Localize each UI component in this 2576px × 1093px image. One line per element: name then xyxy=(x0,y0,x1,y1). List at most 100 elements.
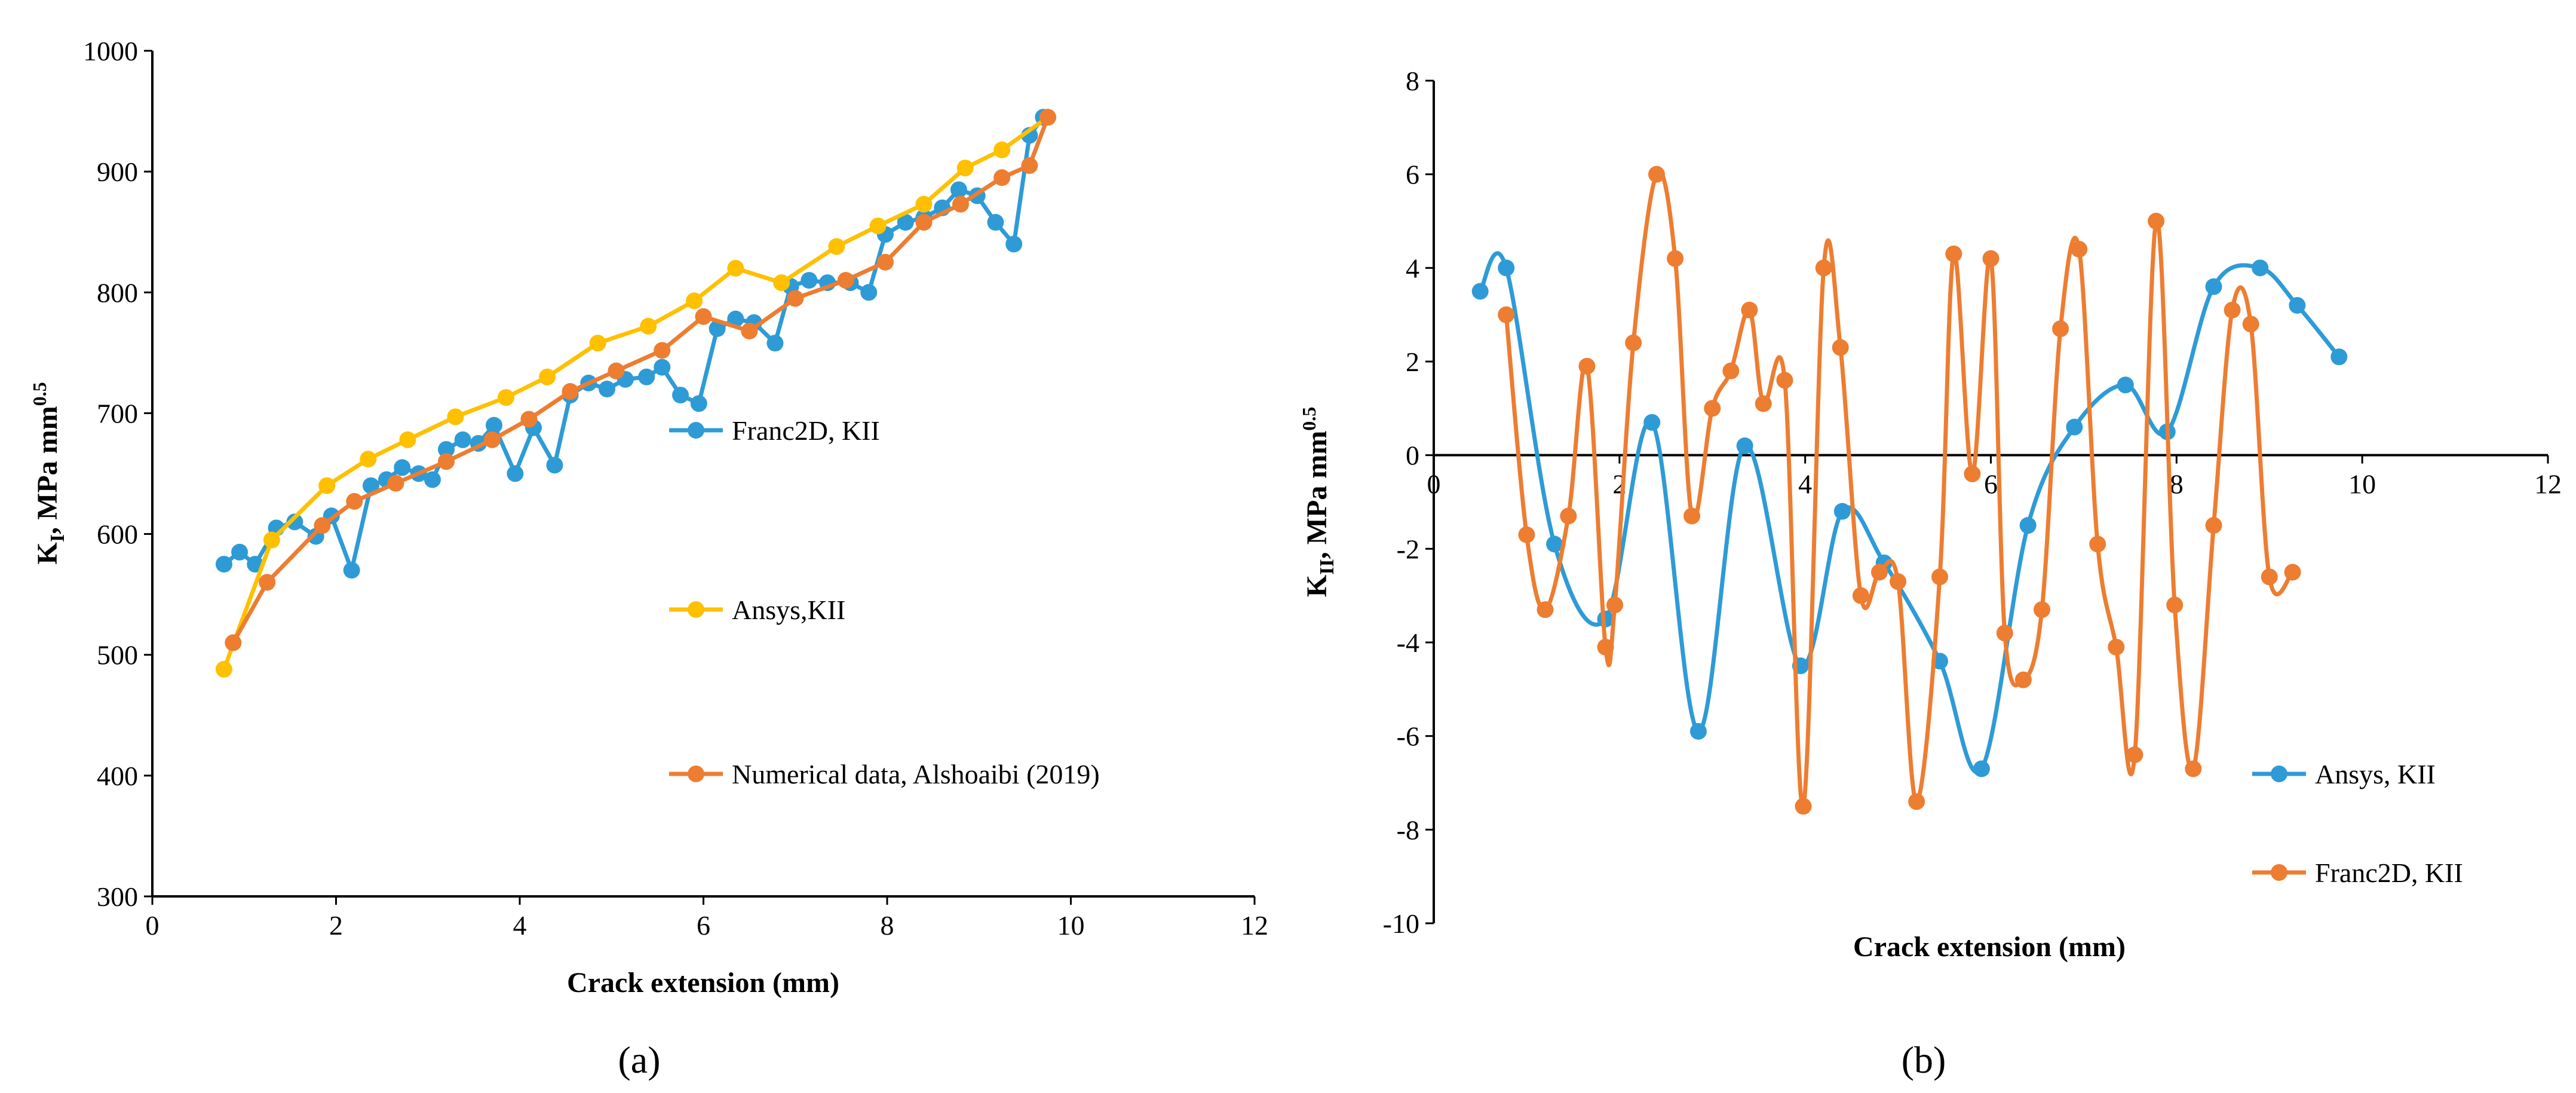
x-tick-label: 2 xyxy=(329,910,343,941)
data-point xyxy=(1560,507,1577,525)
y-tick-label: 500 xyxy=(97,640,138,671)
y-tick-label: 900 xyxy=(97,157,138,187)
data-point xyxy=(546,457,563,474)
data-point xyxy=(1648,166,1665,183)
x-tick-label: 10 xyxy=(2348,469,2376,500)
data-point xyxy=(2066,418,2083,436)
y-axis-label: KII, MPa mm0.5 xyxy=(1298,407,1338,597)
data-point xyxy=(773,274,790,292)
y-tick-label: 300 xyxy=(97,881,138,912)
x-tick-label: 4 xyxy=(1798,469,1812,500)
data-point xyxy=(1833,503,1851,520)
data-point xyxy=(2014,671,2032,688)
y-tick-label: -4 xyxy=(1397,627,1419,658)
data-point xyxy=(1518,526,1535,543)
y-tick-label: 0 xyxy=(1406,440,1419,471)
data-point xyxy=(346,492,363,510)
legend-marker xyxy=(2271,864,2287,881)
data-point xyxy=(993,169,1011,186)
data-point xyxy=(2071,241,2088,258)
x-tick-label: 4 xyxy=(513,910,527,941)
data-point xyxy=(286,513,303,531)
legend-entry: Ansys,KII xyxy=(669,595,845,625)
data-point xyxy=(727,310,744,327)
series-2 xyxy=(225,109,1057,651)
y-tick-label: 400 xyxy=(97,761,138,791)
y-tick-label: 600 xyxy=(97,519,138,550)
y-tick-label: -6 xyxy=(1397,721,1419,752)
data-point xyxy=(860,284,878,301)
legend-entry: Numerical data, Alshoaibi (2019) xyxy=(669,759,1100,789)
data-point xyxy=(654,342,671,359)
data-point xyxy=(1498,306,1515,323)
data-point xyxy=(360,451,377,468)
x-tick-label: 10 xyxy=(1057,910,1085,941)
data-point xyxy=(2284,564,2301,581)
data-point xyxy=(1471,283,1489,300)
data-point xyxy=(1498,259,1515,277)
data-point xyxy=(876,253,894,271)
data-point xyxy=(2117,376,2134,394)
data-point xyxy=(640,317,657,335)
data-point xyxy=(1039,109,1057,126)
data-point xyxy=(483,431,501,448)
data-point xyxy=(2261,568,2278,586)
legend-marker xyxy=(2271,766,2287,782)
data-point xyxy=(2185,760,2202,777)
data-point xyxy=(709,320,726,337)
data-point xyxy=(387,474,404,492)
data-point xyxy=(343,562,360,579)
data-point xyxy=(1908,793,1925,810)
data-point xyxy=(225,634,242,651)
data-point xyxy=(589,335,606,352)
data-point xyxy=(263,531,280,549)
data-point xyxy=(1606,596,1624,614)
data-point xyxy=(869,218,887,235)
legend-label: Ansys,KII xyxy=(732,595,845,625)
data-point xyxy=(950,181,967,198)
y-tick-label: 700 xyxy=(97,398,138,428)
data-point xyxy=(447,408,464,425)
x-tick-label: 12 xyxy=(2534,469,2562,500)
legend-marker xyxy=(688,766,704,782)
legend-entry: Franc2D, KII xyxy=(669,415,880,446)
data-point xyxy=(362,477,379,494)
data-point xyxy=(2330,348,2348,366)
data-point xyxy=(1776,372,1793,389)
legend-entry: Ansys, KII xyxy=(2252,759,2436,789)
series-0 xyxy=(215,109,1052,579)
data-point xyxy=(897,214,914,231)
y-tick-label: 4 xyxy=(1406,253,1419,283)
data-point xyxy=(2205,278,2222,295)
legend-label: Ansys, KII xyxy=(2315,759,2436,789)
data-point xyxy=(520,411,538,428)
data-point xyxy=(215,660,232,678)
data-point xyxy=(1741,301,1758,319)
legend-label: Franc2D, KII xyxy=(732,415,880,446)
data-point xyxy=(259,574,276,591)
data-point xyxy=(1597,638,1614,656)
x-tick-label: 6 xyxy=(1984,469,1998,500)
data-point xyxy=(952,195,969,213)
data-point xyxy=(787,290,804,307)
chart-a: 300 400 500 600 700 800 900 1000 0 2 4 6 8 10 12 Franc2… xyxy=(29,36,1268,1081)
y-tick-label: -2 xyxy=(1397,534,1419,564)
data-point xyxy=(318,477,336,494)
legend-label: Numerical data, Alshoaibi (2019) xyxy=(732,759,1100,789)
data-point xyxy=(1722,362,1740,379)
data-point xyxy=(1578,357,1596,375)
data-point xyxy=(1964,466,1981,482)
data-point xyxy=(766,335,784,352)
data-point xyxy=(1871,564,1888,581)
data-point xyxy=(2289,297,2306,314)
x-tick-label: 6 xyxy=(697,910,710,941)
data-point xyxy=(672,387,689,404)
legend-marker xyxy=(688,601,704,618)
data-point xyxy=(2252,259,2269,277)
data-point xyxy=(1996,624,2013,642)
data-point xyxy=(1945,245,1962,262)
data-point xyxy=(1815,259,1832,277)
legend-entry: Franc2D, KII xyxy=(2252,858,2463,888)
panel-label: (b) xyxy=(1902,1039,1946,1081)
